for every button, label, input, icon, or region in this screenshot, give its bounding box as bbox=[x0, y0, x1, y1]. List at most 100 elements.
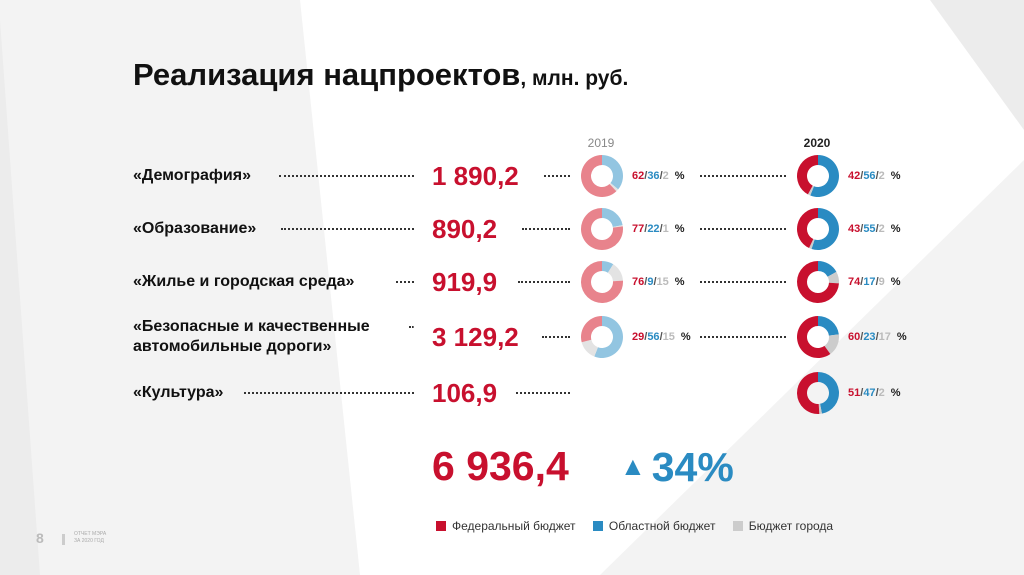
footer-note: ОТЧЕТ МЭРА ЗА 2020 ГОД bbox=[74, 531, 106, 545]
pct-2019-row-2-city: 15 bbox=[656, 276, 669, 288]
pct-2019-row-0: 62/36/2% bbox=[632, 169, 685, 183]
pct-2019-row-1-regional: 22 bbox=[647, 223, 660, 235]
leader-dots-value-3 bbox=[542, 336, 570, 338]
leader-dots-2019-0 bbox=[700, 175, 786, 177]
pct-2020-row-4-regional: 47 bbox=[863, 387, 876, 399]
pct-2020-row-4-percent-sign: % bbox=[890, 387, 901, 399]
leader-dots-label-2 bbox=[396, 281, 414, 283]
pct-2019-row-3-city: 15 bbox=[662, 331, 675, 343]
donut-2019-row-3-slice-regional bbox=[594, 316, 623, 358]
pct-2020-row-0-regional: 56 bbox=[863, 170, 876, 182]
legend: Федеральный бюджет Областной бюджет Бюдж… bbox=[436, 519, 847, 533]
leader-dots-value-4 bbox=[516, 392, 570, 394]
pct-2020-row-2-percent-sign: % bbox=[890, 276, 901, 288]
row-label-2-line-0: «Жилье и городская среда» bbox=[133, 273, 355, 290]
donut-2020-row-0-slice-city bbox=[807, 185, 814, 196]
row-label-1-line-0: «Образование» bbox=[133, 220, 257, 237]
row-label-4: «Культура» bbox=[133, 383, 223, 403]
pct-2019-row-3-regional: 56 bbox=[647, 331, 660, 343]
pct-2020-row-0-federal: 42 bbox=[848, 170, 861, 182]
pct-2019-row-1-percent-sign: % bbox=[674, 223, 685, 235]
leader-dots-2019-2 bbox=[700, 281, 786, 283]
donut-2020-row-3-slice-federal bbox=[797, 316, 831, 358]
pct-2019-row-2: 76/9/15% bbox=[632, 275, 685, 289]
pct-2019-row-1-federal: 77 bbox=[632, 223, 645, 235]
page-divider bbox=[62, 534, 65, 545]
donut-2020-row-0-slice-regional bbox=[810, 155, 839, 197]
total-value: 6 936,4 bbox=[432, 443, 569, 489]
leader-dots-label-0 bbox=[279, 175, 414, 177]
legend-swatch-regional bbox=[592, 521, 603, 531]
pct-2020-row-4-city: 2 bbox=[878, 387, 885, 399]
pct-2019-row-0-percent-sign: % bbox=[674, 170, 685, 182]
pct-2019-row-3-federal: 29 bbox=[632, 331, 645, 343]
pct-2020-row-1-city: 2 bbox=[878, 223, 885, 235]
donut-2020-row-1-slice-regional bbox=[811, 208, 839, 250]
pct-2020-row-2-separator: / bbox=[875, 276, 879, 288]
row-label-4-line-0: «Культура» bbox=[133, 384, 224, 401]
growth-value: 34% bbox=[651, 444, 734, 490]
leader-dots-2019-3 bbox=[700, 336, 786, 338]
donut-2020-row-0 bbox=[797, 155, 839, 197]
pct-2019-row-3-separator: / bbox=[659, 331, 663, 343]
donut-2020-row-3 bbox=[797, 316, 839, 358]
pct-2020-row-3-federal: 60 bbox=[848, 331, 861, 343]
leader-dots-value-2 bbox=[518, 281, 570, 283]
legend-item-federal: Федеральный бюджет bbox=[436, 519, 576, 533]
pct-2019-row-0-city: 2 bbox=[662, 170, 669, 182]
pct-2020-row-4-separator: / bbox=[860, 387, 864, 399]
pct-2019-row-1-separator: / bbox=[644, 223, 648, 235]
pct-2019-row-3: 29/56/15% bbox=[632, 330, 691, 344]
pct-2020-row-2: 74/17/9% bbox=[848, 275, 901, 289]
pct-2019-row-2-regional: 9 bbox=[647, 276, 654, 288]
donut-2020-row-2-slice-city bbox=[827, 271, 839, 284]
leader-dots-value-0 bbox=[544, 175, 570, 177]
row-label-2: «Жилье и городская среда» bbox=[133, 272, 354, 292]
donut-2019-row-0-slice-city bbox=[609, 183, 619, 192]
pct-2019-row-1-city: 1 bbox=[662, 223, 669, 235]
pct-2020-row-1-federal: 43 bbox=[848, 223, 861, 235]
donut-2019-row-0-slice-federal bbox=[581, 155, 617, 197]
donut-2020-row-4-slice-federal bbox=[796, 372, 820, 414]
donut-2020-row-1 bbox=[797, 208, 839, 250]
donut-2019-row-0-slice-regional bbox=[602, 155, 623, 190]
donut-2019-row-1 bbox=[581, 208, 623, 250]
legend-swatch-federal bbox=[436, 521, 446, 531]
pct-2019-row-2-separator: / bbox=[653, 276, 657, 288]
bg-left-stripe bbox=[0, 20, 40, 575]
page-title: Реализация нацпроектов, млн. руб. bbox=[133, 56, 628, 93]
legend-label-city: Бюджет города bbox=[748, 519, 834, 533]
donut-2020-row-1-slice-city bbox=[809, 238, 815, 249]
leader-dots-label-3 bbox=[409, 326, 414, 328]
donut-2020-row-4 bbox=[796, 372, 839, 414]
pct-2019-row-2-separator: / bbox=[644, 276, 648, 288]
pct-2020-row-3: 60/23/17% bbox=[848, 330, 907, 344]
pct-2019-row-3-separator: / bbox=[644, 331, 648, 343]
year-label-2019: 2019 bbox=[587, 136, 615, 150]
footer-note-line1: ОТЧЕТ МЭРА bbox=[74, 531, 107, 537]
donut-2019-row-2-slice-city bbox=[607, 264, 623, 282]
donut-2019-row-0 bbox=[581, 155, 623, 197]
pct-2020-row-4: 51/47/2% bbox=[848, 386, 901, 400]
year-label-2020: 2020 bbox=[803, 136, 831, 150]
pct-2019-row-1-separator: / bbox=[659, 223, 663, 235]
pct-2020-row-0-city: 2 bbox=[878, 170, 885, 182]
donut-2019-row-2 bbox=[581, 261, 623, 303]
pct-2020-row-4-federal: 51 bbox=[848, 387, 861, 399]
donut-2020-row-4-slice-city bbox=[818, 403, 822, 414]
donut-2019-row-1-slice-regional bbox=[602, 208, 623, 227]
donut-2020-row-2-slice-regional bbox=[818, 261, 837, 277]
growth-indicator: ▲ 34% bbox=[620, 442, 734, 491]
title-main: Реализация нацпроектов bbox=[133, 57, 521, 92]
donut-2019-row-3 bbox=[581, 316, 623, 358]
legend-item-regional: Областной бюджет bbox=[592, 519, 715, 533]
pct-2020-row-3-regional: 23 bbox=[863, 331, 876, 343]
row-value-2: 919,9 bbox=[432, 267, 498, 297]
donut-2019-row-3-slice-city bbox=[581, 339, 598, 357]
pct-2020-row-1-percent-sign: % bbox=[890, 223, 901, 235]
pct-2020-row-3-city: 17 bbox=[878, 331, 891, 343]
page-number: 8 bbox=[36, 530, 44, 546]
row-value-1: 890,2 bbox=[432, 214, 498, 244]
pct-2019-row-0-separator: / bbox=[659, 170, 663, 182]
title-unit: , млн. руб. bbox=[520, 67, 629, 90]
